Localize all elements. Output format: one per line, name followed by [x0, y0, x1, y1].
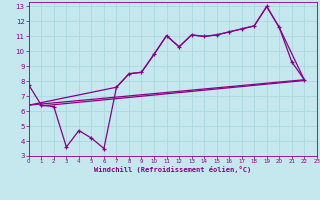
X-axis label: Windchill (Refroidissement éolien,°C): Windchill (Refroidissement éolien,°C)	[94, 166, 252, 173]
